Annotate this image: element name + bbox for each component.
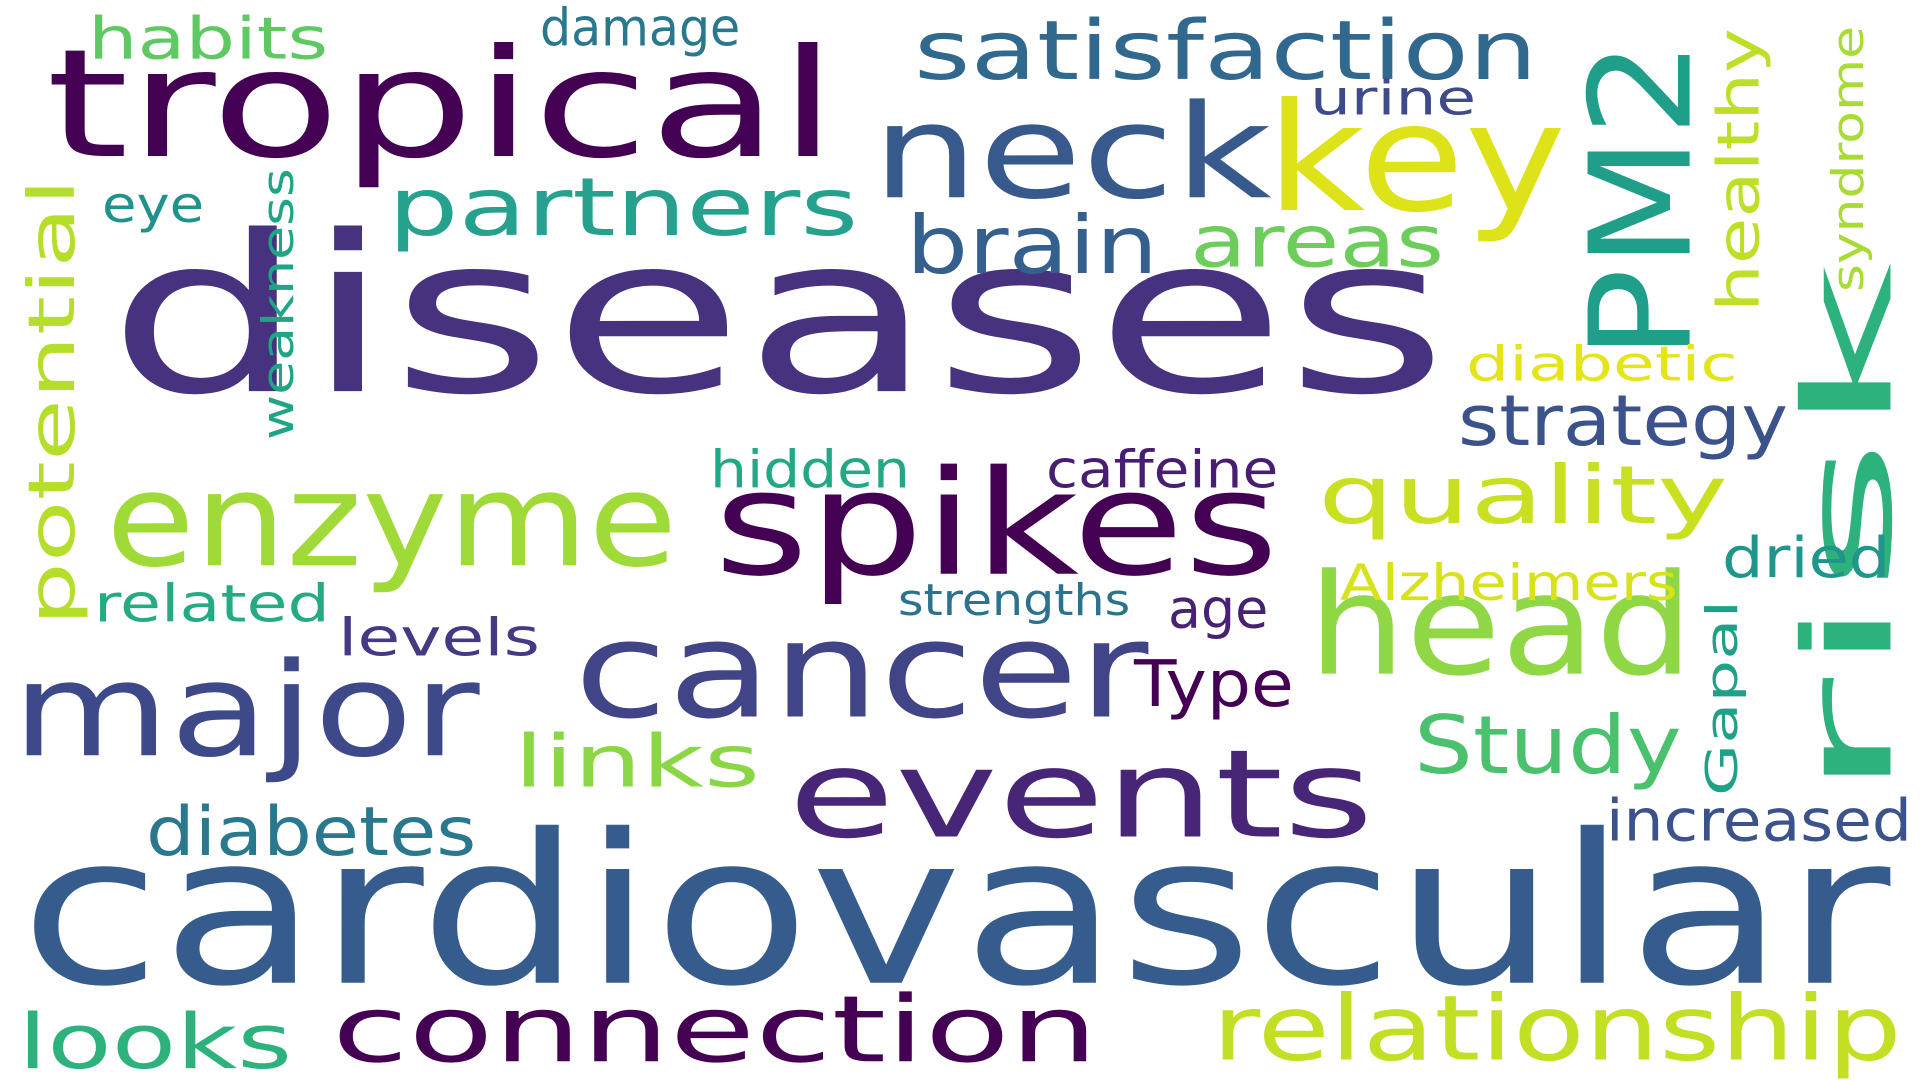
- word-syndrome: syndrome: [1822, 25, 1874, 292]
- word-study: Study: [1414, 698, 1682, 793]
- word-urine: urine: [1310, 69, 1477, 126]
- word-healthy: healthy: [1704, 28, 1773, 312]
- word-diseases: diseases: [108, 188, 1448, 444]
- word-eye: eye: [102, 175, 205, 234]
- word-strategy: strategy: [1458, 379, 1789, 462]
- word-age: age: [1168, 577, 1269, 641]
- word-connection: connection: [332, 975, 1098, 1080]
- word-brain: brain: [906, 198, 1159, 293]
- word-key: key: [1266, 70, 1567, 246]
- word-spikes: spikes: [714, 438, 1279, 609]
- word-levels: levels: [338, 607, 540, 669]
- word-type: Type: [1134, 646, 1294, 722]
- word-looks: looks: [18, 997, 293, 1080]
- word-pm2: PM2: [1559, 39, 1724, 361]
- word-weakness: weakness: [252, 168, 304, 441]
- word-related: related: [94, 573, 330, 635]
- word-events: events: [788, 723, 1374, 866]
- word-dried: dried: [1722, 524, 1891, 591]
- word-diabetes: diabetes: [146, 791, 477, 872]
- word-enzyme: enzyme: [106, 444, 678, 597]
- word-partners: partners: [388, 160, 859, 255]
- word-links: links: [514, 719, 760, 804]
- word-gapal: Gapal: [1696, 599, 1748, 796]
- word-potential: potential: [14, 178, 90, 627]
- word-cancer: cancer: [574, 591, 1149, 749]
- word-habits: habits: [88, 4, 329, 73]
- word-damage: damage: [540, 0, 741, 59]
- word-hidden: hidden: [710, 439, 911, 501]
- word-diabetic: diabetic: [1466, 335, 1738, 392]
- word-strengths: strengths: [898, 574, 1131, 626]
- word-neck: neck: [872, 76, 1272, 229]
- word-areas: areas: [1190, 199, 1445, 284]
- word-quality: quality: [1318, 448, 1729, 543]
- word-cardiovascular: cardiovascular: [20, 789, 1891, 1033]
- word-relationship: relationship: [1212, 975, 1902, 1080]
- word-major: major: [12, 634, 480, 787]
- word-increased: increased: [1606, 786, 1912, 855]
- word-satisfaction: satisfaction: [914, 2, 1538, 99]
- word-head: head: [1308, 543, 1694, 708]
- word-caffeine: caffeine: [1046, 439, 1279, 501]
- word-tropical: tropical: [46, 16, 838, 192]
- word-alzheimers: Alzheimers: [1340, 553, 1678, 612]
